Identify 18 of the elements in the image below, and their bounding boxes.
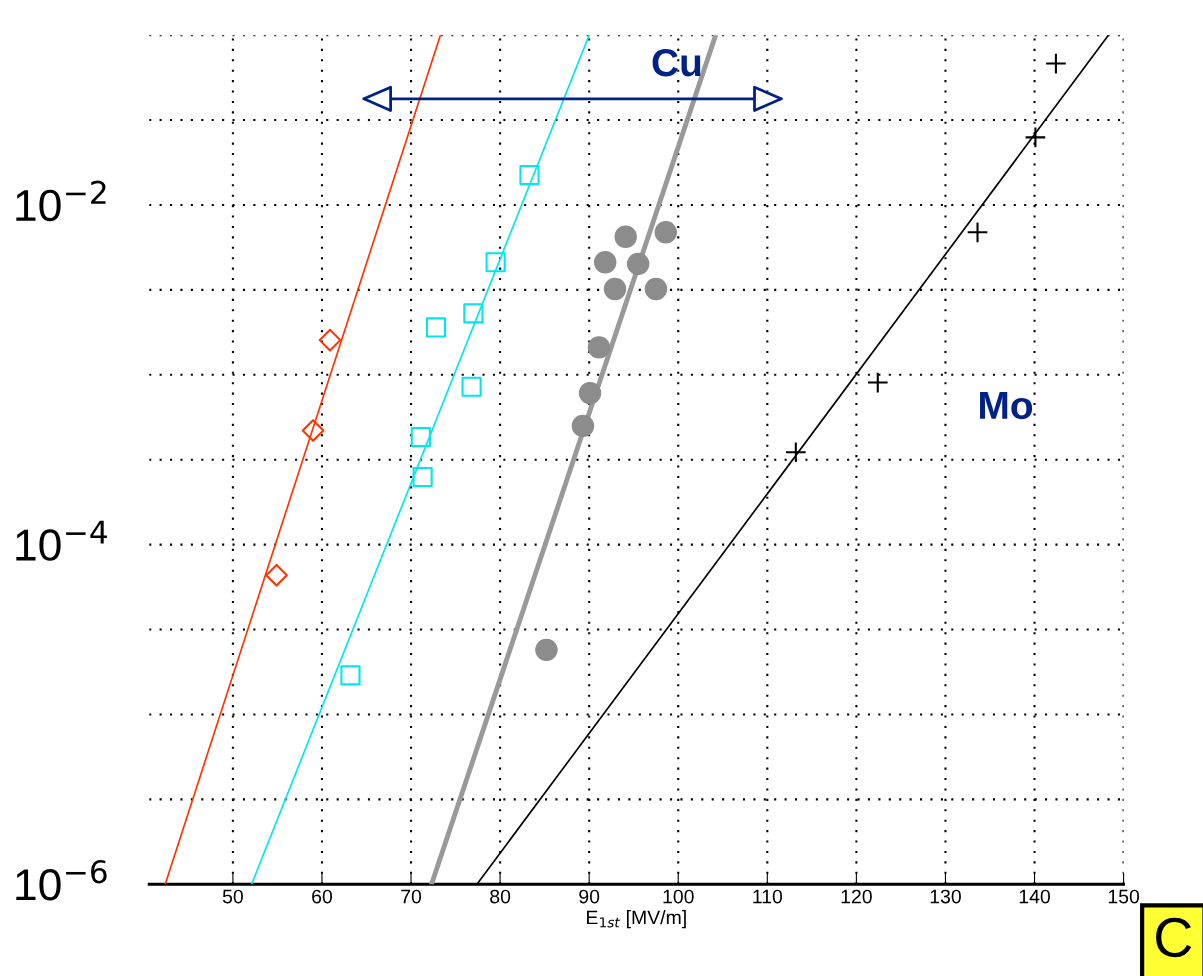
annotation: Mo <box>980 392 1033 420</box>
y-tick-label: 10$^{−2}$ <box>16 180 106 222</box>
x-tick-label: 130 <box>930 889 961 904</box>
text: C <box>1156 917 1192 958</box>
x-tick-label: 80 <box>490 889 511 904</box>
x-tick-label: 70 <box>401 889 422 904</box>
y-tick-label: 10$^{−4}$ <box>16 520 107 561</box>
x-tick-label: 140 <box>1019 889 1050 904</box>
x-axis-title: E$_{1st}$ [MV/m] <box>587 910 686 929</box>
annotation: Cu <box>652 48 701 77</box>
y-tick-label: 10$^{−6}$ <box>16 859 107 901</box>
x-tick-label: 60 <box>312 889 333 904</box>
x-tick-label: 150 <box>1108 889 1140 904</box>
x-tick-label: 90 <box>579 889 600 904</box>
x-tick-label: 50 <box>222 889 243 904</box>
x-tick-label: 110 <box>753 889 783 904</box>
x-tick-label: 100 <box>663 889 694 904</box>
x-tick-label: 120 <box>841 889 872 904</box>
